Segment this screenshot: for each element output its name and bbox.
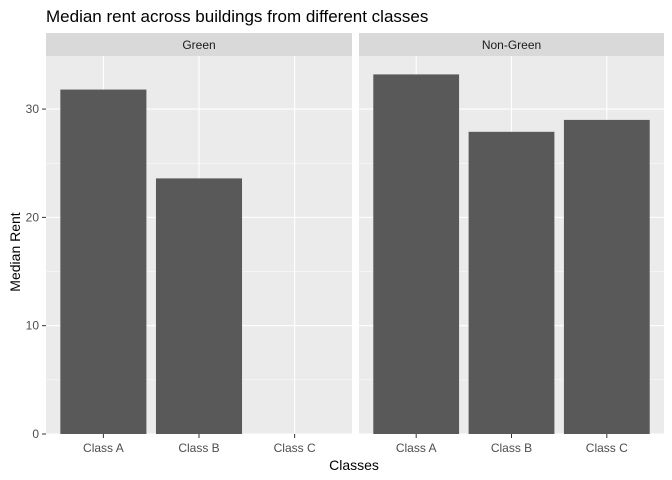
bar-class-c bbox=[563, 119, 650, 434]
y-axis: 0 10 20 30 bbox=[26, 102, 46, 441]
y-tick-label: 0 bbox=[32, 427, 39, 441]
x-tick-label: Class A bbox=[83, 441, 124, 455]
y-tick-label: 20 bbox=[26, 210, 40, 224]
chart-title: Median rent across buildings from differ… bbox=[46, 7, 428, 26]
x-tick-label: Class B bbox=[491, 441, 532, 455]
facet-strip-label: Green bbox=[182, 38, 215, 52]
bar-class-b bbox=[155, 178, 243, 434]
facet-panel-1: Non-Green Class A Class B Class C bbox=[359, 33, 664, 455]
y-tick-label: 10 bbox=[26, 319, 40, 333]
facet-panels: Green Class A Class B Class C Non-Green Class… bbox=[46, 33, 664, 455]
y-axis-title: Median Rent bbox=[7, 212, 23, 291]
x-tick-label: Class A bbox=[396, 441, 437, 455]
bar-class-a bbox=[373, 74, 460, 435]
facet-strip bbox=[359, 33, 664, 56]
bar-class-a bbox=[60, 89, 147, 434]
facet-strip bbox=[46, 33, 352, 56]
x-tick-label: Class C bbox=[274, 441, 316, 455]
facet-strip-label: Non-Green bbox=[482, 38, 541, 52]
x-tick-label: Class B bbox=[178, 441, 219, 455]
facet-panel-0: Green Class A Class B Class C bbox=[46, 33, 352, 455]
y-tick-label: 30 bbox=[26, 102, 40, 116]
x-tick-label: Class C bbox=[586, 441, 628, 455]
bar-class-b bbox=[468, 131, 555, 434]
x-axis-title: Classes bbox=[329, 457, 379, 473]
